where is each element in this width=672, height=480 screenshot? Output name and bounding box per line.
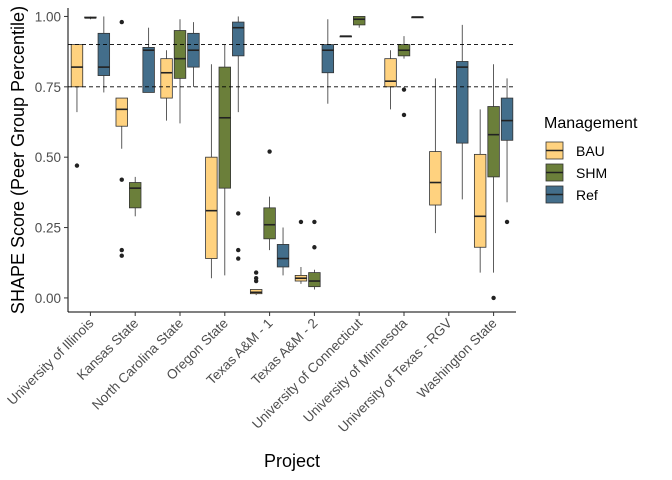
box-kansas-state-ref <box>142 27 155 93</box>
box-oregon-state-shm <box>218 44 231 276</box>
outlier-point <box>298 219 304 225</box>
outlier-point <box>253 270 259 275</box>
box-body <box>70 44 84 88</box>
box-body <box>308 272 321 288</box>
box-washington-state-shm <box>487 64 500 301</box>
box-body <box>276 244 290 268</box>
box-body <box>500 97 514 141</box>
boxes-layer <box>70 16 514 301</box>
outlier-point <box>236 211 241 216</box>
outlier-point <box>119 177 124 182</box>
box-body <box>205 156 218 259</box>
box-body <box>384 58 397 88</box>
box-oregon-state-ref <box>232 16 245 261</box>
box-body <box>232 21 245 57</box>
box-body <box>487 106 500 178</box>
legend-label: SHM <box>576 165 607 181</box>
legend: Management BAU SHM Ref <box>544 115 638 204</box>
legend-label: BAU <box>576 143 605 159</box>
y-tick-label: 0.50 <box>35 150 61 165</box>
outlier-point <box>312 219 317 225</box>
legend-item-shm: SHM <box>545 163 607 182</box>
reference-lines <box>68 44 516 88</box>
outlier-point <box>236 247 241 253</box>
box-university-of-illinois-shm <box>84 16 97 20</box>
outlier-point <box>119 253 124 258</box>
box-oregon-state-bau <box>205 64 218 279</box>
outlier-point <box>504 219 510 225</box>
box-body <box>321 44 335 74</box>
outlier-point <box>401 87 407 92</box>
outlier-point <box>491 295 496 301</box>
outlier-point <box>119 247 124 253</box>
box-body <box>173 30 187 79</box>
box-body <box>160 58 173 99</box>
x-tick-label: University of Illinois <box>4 315 96 407</box>
box-university-of-connecticut-shm <box>353 16 366 28</box>
box-body <box>263 207 276 240</box>
outlier-point <box>74 163 80 168</box>
x-axis-title: Project <box>264 451 320 471</box>
box-body <box>142 47 155 93</box>
box-texas-aandm-2-ref <box>321 19 335 104</box>
box-body <box>353 16 366 26</box>
box-body <box>473 153 487 248</box>
y-tick-label: 1.00 <box>35 9 61 24</box>
box-body <box>129 182 142 209</box>
box-texas-aandm-1-bau <box>249 270 263 296</box>
box-north-carolina-state-bau <box>160 50 173 121</box>
outlier-point <box>119 19 124 25</box>
y-tick-label: 0.25 <box>35 221 61 236</box>
box-north-carolina-state-ref <box>187 22 200 87</box>
box-university-of-texas-rgv-ref <box>456 24 469 200</box>
box-body <box>218 66 231 189</box>
outlier-point <box>253 278 259 284</box>
box-kansas-state-bau <box>115 19 128 258</box>
box-washington-state-bau <box>473 109 487 273</box>
box-body <box>97 32 111 76</box>
outlier-point <box>236 256 241 261</box>
box-body <box>456 61 469 144</box>
legend-title: Management <box>544 115 638 132</box>
y-ticks: 0.00 0.25 0.50 0.75 1.00 <box>35 9 68 306</box>
box-texas-aandm-1-shm <box>263 149 276 251</box>
legend-item-bau: BAU <box>545 141 605 160</box>
box-university-of-texas-rgv-bau <box>429 78 442 234</box>
box-north-carolina-state-shm <box>173 19 187 124</box>
box-texas-aandm-2-bau <box>294 219 308 284</box>
box-university-of-connecticut-bau <box>339 35 352 38</box>
box-washington-state-ref <box>500 78 514 225</box>
legend-items: BAU SHM Ref <box>545 141 607 204</box>
x-tick-label: Washington State <box>414 316 500 402</box>
legend-item-ref: Ref <box>545 185 598 204</box>
box-body <box>429 151 442 206</box>
box-university-of-illinois-bau <box>70 44 84 168</box>
box-texas-aandm-2-shm <box>308 219 321 290</box>
box-university-of-minnesota-ref <box>411 16 424 19</box>
outlier-point <box>267 149 272 154</box>
box-university-of-minnesota-bau <box>384 50 397 110</box>
box-university-of-minnesota-shm <box>397 36 411 118</box>
y-axis-title: SHAPE Score (Peer Group Percentile) <box>8 6 28 314</box>
outlier-point <box>312 245 317 250</box>
box-kansas-state-shm <box>129 176 142 217</box>
legend-label: Ref <box>576 187 598 203</box>
y-tick-label: 0.00 <box>35 291 61 306</box>
box-texas-aandm-1-ref <box>276 227 290 276</box>
axes <box>67 8 516 313</box>
y-tick-label: 0.75 <box>35 80 61 95</box>
box-university-of-illinois-ref <box>97 16 111 93</box>
box-body <box>115 97 128 127</box>
outlier-point <box>401 112 407 118</box>
